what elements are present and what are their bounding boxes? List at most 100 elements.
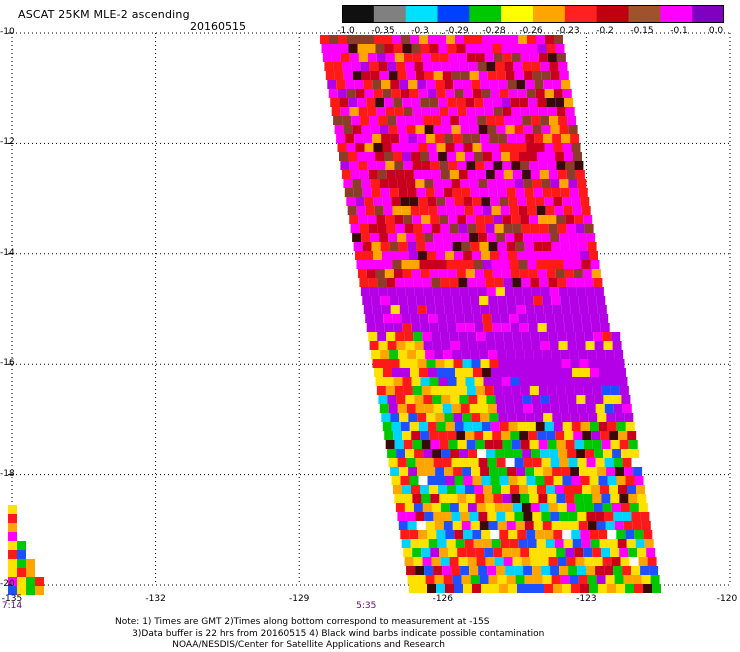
swath-cell (553, 422, 563, 431)
swath-cell (17, 550, 26, 559)
swath-cell (510, 269, 520, 278)
swath-cell (569, 575, 579, 584)
swath-cell (558, 62, 568, 71)
swath-cell (406, 179, 416, 188)
swath-cell (520, 107, 530, 116)
swath-cell (607, 584, 616, 593)
swath-cell (559, 566, 569, 575)
swath-cell (409, 197, 419, 206)
swath-cell (459, 341, 469, 350)
swath-cell (468, 395, 478, 404)
swath-cell (478, 404, 488, 413)
swath-cell (445, 530, 455, 539)
swath-cell (433, 458, 443, 467)
swath-cell (571, 530, 581, 539)
swath-cell (493, 53, 503, 62)
swath-cell (574, 494, 584, 503)
swath-cell (547, 548, 557, 557)
swath-cell (612, 449, 622, 458)
swath-cell (543, 305, 553, 314)
swath-cell (553, 476, 563, 485)
swath-cell (611, 557, 621, 566)
swath-cell (384, 377, 394, 386)
swath-cell (415, 71, 425, 80)
swath-cell (518, 539, 528, 548)
swath-cell (396, 62, 406, 71)
swath-cell (566, 557, 576, 566)
swath-cell (434, 242, 444, 251)
swath-cell (525, 134, 535, 143)
swath-cell (352, 233, 362, 242)
swath-cell (395, 170, 405, 179)
swath-cell (465, 152, 474, 161)
swath-cell (619, 494, 629, 503)
swath-cell (461, 350, 471, 359)
swath-cell (537, 323, 547, 332)
swath-cell (382, 143, 392, 152)
swath-cell (451, 71, 461, 80)
swath-cell (419, 260, 429, 269)
swath-cell (478, 71, 488, 80)
swath-cell (379, 179, 389, 188)
swath-cell (406, 566, 416, 575)
swath-cell (456, 485, 465, 494)
swath-cell (622, 458, 632, 467)
swath-cell (416, 242, 426, 251)
swath-cell (464, 206, 474, 215)
swath-cell (516, 134, 526, 143)
swath-cell (420, 485, 429, 494)
swath-cell (539, 332, 549, 341)
swath-cell (427, 251, 436, 260)
swath-cell (537, 98, 547, 107)
swath-cell (352, 71, 362, 80)
swath-cell (545, 206, 555, 215)
swath-cell (384, 44, 394, 53)
swath-cell (415, 179, 425, 188)
swath-cell (588, 359, 598, 368)
swath-cell (444, 359, 454, 368)
swath-cell (333, 116, 343, 125)
swath-cell (433, 179, 443, 188)
swath-cell (625, 422, 635, 431)
swath-cell (557, 224, 567, 233)
swath-cell (448, 215, 458, 224)
swath-cell (480, 80, 490, 89)
swath-cell (568, 179, 578, 188)
swath-cell (397, 404, 407, 413)
swath-cell (527, 368, 536, 377)
swath-cell (540, 395, 550, 404)
swath-cell (398, 188, 408, 197)
swath-cell (374, 260, 384, 269)
swath-cell (487, 458, 497, 467)
swath-cell (430, 494, 440, 503)
swath-cell (449, 332, 459, 341)
swath-cell (459, 287, 469, 296)
swath-cell (450, 62, 460, 71)
swath-cell (448, 386, 458, 395)
swath-cell (500, 314, 510, 323)
swath-cell (443, 521, 453, 530)
swath-cell (614, 350, 624, 359)
swath-cell (588, 413, 598, 422)
swath-cell (446, 314, 456, 323)
swath-cell (407, 350, 417, 359)
swath-cell (483, 431, 493, 440)
swath-cell (522, 449, 532, 458)
swath-cell (378, 395, 388, 404)
swath-cell (504, 62, 514, 71)
swath-cell (349, 215, 359, 224)
swath-cell (490, 476, 500, 485)
swath-cell (456, 377, 466, 386)
swath-cell (612, 341, 622, 350)
swath-cell (457, 161, 467, 170)
swath-cell (528, 431, 538, 440)
swath-cell (428, 260, 438, 269)
swath-cell (431, 557, 441, 566)
swath-cell (499, 143, 509, 152)
swath-cell (482, 368, 491, 377)
swath-cell (438, 323, 448, 332)
swath-cell (519, 485, 528, 494)
swath-cell (499, 476, 509, 485)
swath-cell (424, 566, 434, 575)
swath-cell (532, 566, 542, 575)
